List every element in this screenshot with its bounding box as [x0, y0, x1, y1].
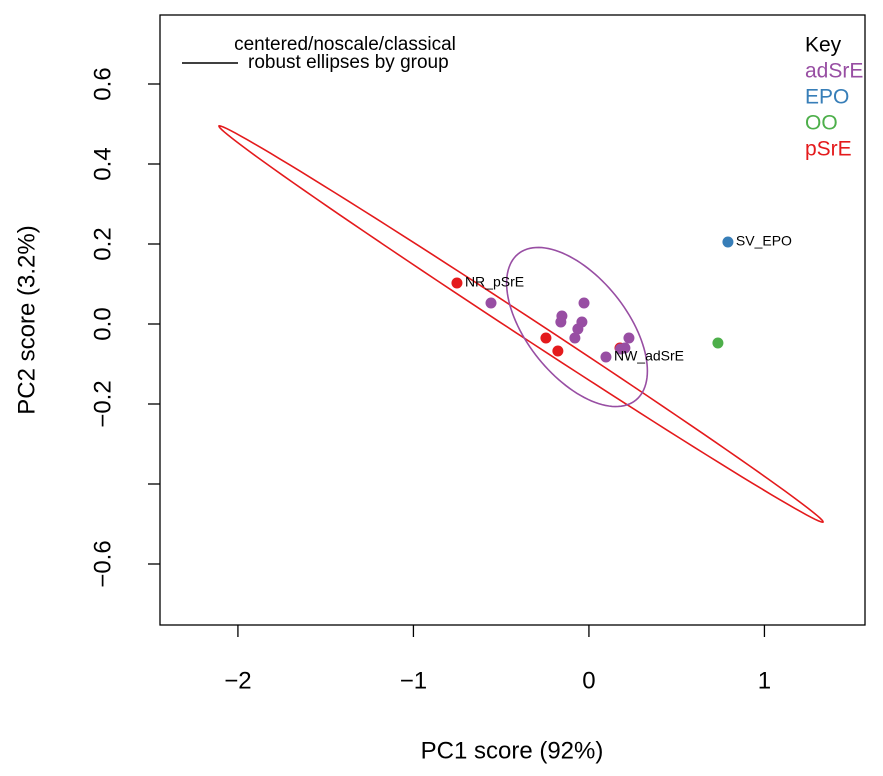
x-tick-label: −1	[400, 667, 427, 694]
point-label: NW_adSrE	[614, 348, 684, 364]
point-label: NR_pSrE	[465, 274, 524, 290]
y-tick-label: 0.2	[89, 227, 116, 260]
x-axis-label: PC1 score (92%)	[421, 737, 604, 764]
x-tick-label: 1	[758, 667, 771, 694]
point-label: SV_EPO	[736, 233, 792, 249]
legend-title: centered/noscale/classical	[234, 34, 456, 55]
point	[623, 332, 635, 344]
point	[552, 345, 564, 357]
key-entry: adSrE	[805, 60, 863, 83]
y-tick-label: 0.6	[89, 67, 116, 100]
y-axis-label: PC2 score (3.2%)	[13, 225, 40, 414]
key-entry: EPO	[805, 86, 849, 109]
key-entry: pSrE	[805, 138, 852, 161]
ellipse	[218, 125, 824, 523]
legend-entry: robust ellipses by group	[248, 52, 449, 73]
point	[600, 351, 612, 363]
point	[569, 332, 581, 344]
point	[578, 297, 590, 309]
key-entry: OO	[805, 112, 838, 135]
y-tick-label: 0.0	[89, 307, 116, 340]
plot-box	[159, 14, 866, 626]
point	[540, 332, 552, 344]
x-tick-label: −2	[224, 667, 251, 694]
point	[712, 337, 724, 349]
y-tick-label: −0.2	[89, 380, 116, 427]
point	[451, 277, 463, 289]
point	[485, 297, 497, 309]
point	[722, 236, 734, 248]
key-title: Key	[805, 34, 842, 57]
x-tick-label: 0	[582, 667, 595, 694]
point	[572, 323, 584, 335]
y-tick-label: 0.4	[89, 147, 116, 180]
ellipse	[505, 246, 649, 408]
y-tick-label: −0.6	[89, 540, 116, 587]
point	[615, 343, 627, 355]
point	[555, 316, 567, 328]
